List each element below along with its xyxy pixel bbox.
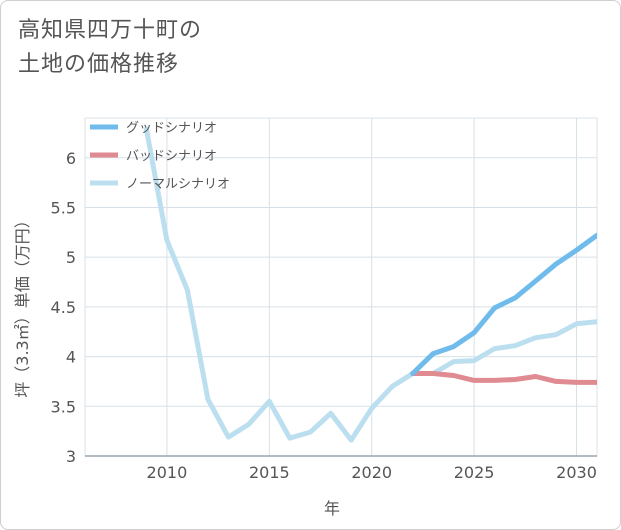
x-tick-label: 2015: [249, 463, 290, 482]
legend-label: ノーマルシナリオ: [126, 177, 230, 192]
x-tick-label: 2030: [556, 463, 597, 482]
plot-area: [84, 117, 598, 457]
title-line-1: 高知県四万十町の: [18, 18, 203, 43]
y-tick-label: 5.5: [51, 198, 76, 217]
y-axis-label: 坪（3.3㎡）単価（万円）: [13, 212, 32, 397]
legend-label: バッドシナリオ: [126, 149, 217, 164]
y-tick-label: 4: [66, 348, 76, 367]
y-tick-label: 3.5: [51, 397, 76, 416]
x-tick-label: 2010: [147, 463, 188, 482]
series-line-0: [410, 232, 597, 376]
legend-label: グッドシナリオ: [126, 121, 217, 136]
y-tick-label: 4.5: [51, 298, 76, 317]
title-line-2: 土地の価格推移: [18, 52, 180, 77]
series-lines: [143, 126, 597, 443]
x-tick-label: 2025: [454, 463, 495, 482]
x-axis-label: 年: [324, 499, 340, 518]
grid-lines: [84, 117, 598, 457]
tick-labels: 2010 2015 2020 2025 2030 3 3.5 4 4.5 5 5.5 6: [51, 149, 597, 482]
chart-title: 高知県四万十町の 土地の価格推移: [18, 14, 202, 82]
x-tick-label: 2020: [351, 463, 392, 482]
y-tick-label: 6: [66, 149, 76, 168]
y-tick-label: 3: [66, 447, 76, 466]
series-line-1: [410, 371, 597, 385]
y-tick-label: 5: [66, 248, 76, 267]
series-line-2: [143, 126, 597, 443]
